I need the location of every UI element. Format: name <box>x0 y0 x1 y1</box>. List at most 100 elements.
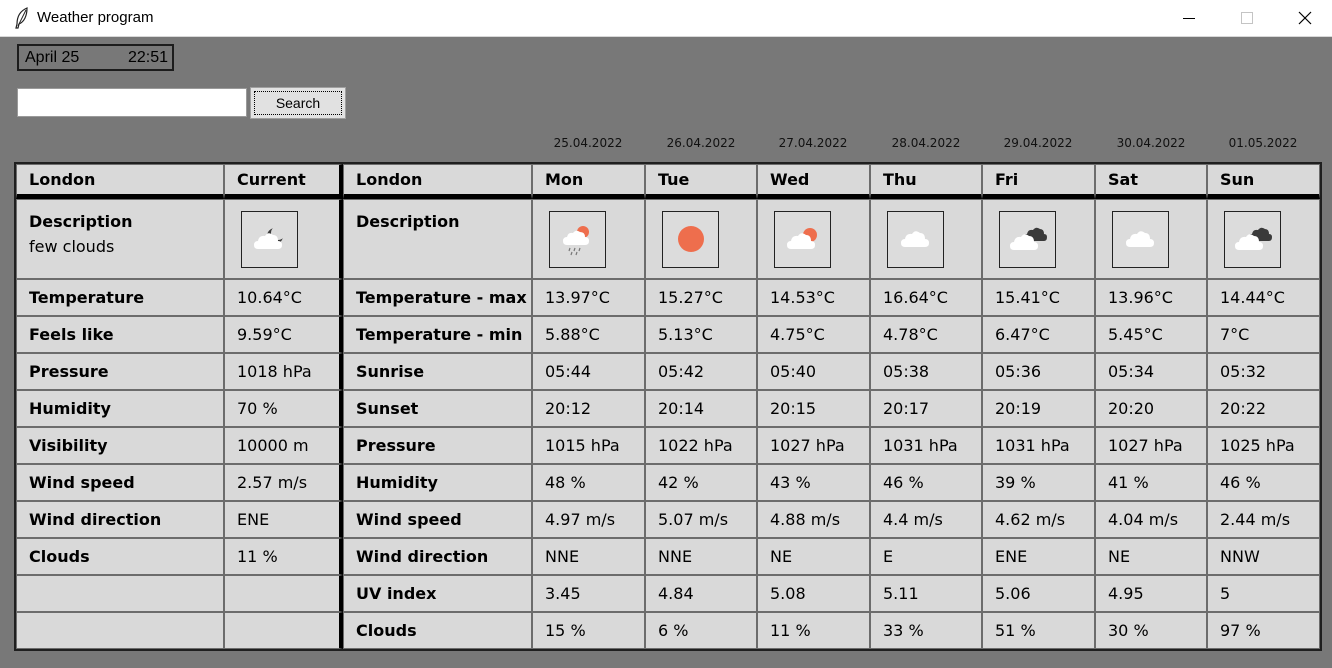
forecast-value: 4.75°C <box>757 316 870 353</box>
table-row: Visibility 10000 m Pressure 1015 hPa 1022 hP… <box>16 427 1320 464</box>
maximize-button[interactable] <box>1218 0 1276 36</box>
current-row-value: 1018 hPa <box>224 353 343 390</box>
current-row-label: Wind speed <box>16 464 224 501</box>
forecast-value: 15.41°C <box>982 279 1095 316</box>
title-bar: Weather program <box>0 0 1332 37</box>
minimize-button[interactable] <box>1160 0 1218 36</box>
forecast-row-label: Temperature - min <box>343 316 532 353</box>
forecast-value: 4.62 m/s <box>982 501 1095 538</box>
forecast-row-label: UV index <box>343 575 532 612</box>
day-header: Mon <box>532 164 645 199</box>
forecast-value: 15 % <box>532 612 645 649</box>
forecast-value: 4.95 <box>1095 575 1207 612</box>
current-row-value: 70 % <box>224 390 343 427</box>
current-row-value: 10000 m <box>224 427 343 464</box>
forecast-value: E <box>870 538 982 575</box>
day-header: Sat <box>1095 164 1207 199</box>
forecast-value: 20:19 <box>982 390 1095 427</box>
forecast-value: 5.11 <box>870 575 982 612</box>
current-column-header: Current <box>224 164 343 199</box>
table-row: Humidity 70 % Sunset 20:12 20:14 20:15 20:17 20… <box>16 390 1320 427</box>
table-row: Feels like 9.59°C Temperature - min 5.88°C 5… <box>16 316 1320 353</box>
forecast-date: 28.04.2022 <box>891 136 961 150</box>
icon-frame <box>662 210 719 268</box>
forecast-value: 1027 hPa <box>1095 427 1207 464</box>
forecast-value: 51 % <box>982 612 1095 649</box>
few-clouds-night-icon <box>253 226 285 249</box>
forecast-city: London <box>343 164 532 199</box>
icon-frame <box>549 210 606 268</box>
forecast-value: 20:14 <box>645 390 757 427</box>
forecast-value: 5.06 <box>982 575 1095 612</box>
forecast-value: 20:15 <box>757 390 870 427</box>
broken-clouds-icon <box>1009 227 1047 250</box>
current-row-value: 9.59°C <box>224 316 343 353</box>
forecast-value: 4.78°C <box>870 316 982 353</box>
forecast-value: 11 % <box>757 612 870 649</box>
weather-grid: London Current London Mon Tue Wed Thu Fr… <box>14 162 1322 651</box>
forecast-row-label: Humidity <box>343 464 532 501</box>
table-row: Pressure 1018 hPa Sunrise 05:44 05:42 05:40 05… <box>16 353 1320 390</box>
forecast-value: 20:17 <box>870 390 982 427</box>
forecast-value: 05:44 <box>532 353 645 390</box>
forecast-value: NE <box>1095 538 1207 575</box>
forecast-value: 15.27°C <box>645 279 757 316</box>
forecast-value: 13.96°C <box>1095 279 1207 316</box>
forecast-value: 05:38 <box>870 353 982 390</box>
forecast-value: 4.4 m/s <box>870 501 982 538</box>
table-row: Wind direction ENE Wind speed 4.97 m/s 5.07 … <box>16 501 1320 538</box>
forecast-date: 30.04.2022 <box>1116 136 1186 150</box>
forecast-value: NE <box>757 538 870 575</box>
feather-icon <box>15 7 28 29</box>
forecast-icon-cell <box>645 199 757 279</box>
search-button[interactable]: Search <box>250 87 346 119</box>
forecast-value: NNE <box>645 538 757 575</box>
forecast-row-label: Pressure <box>343 427 532 464</box>
weather-table: London Current London Mon Tue Wed Thu Fr… <box>14 162 1322 651</box>
table-row: Wind speed 2.57 m/s Humidity 48 % 42 % 43 % 46… <box>16 464 1320 501</box>
forecast-date: 01.05.2022 <box>1228 136 1298 150</box>
current-icon-cell <box>224 199 343 279</box>
empty-cell <box>16 575 224 612</box>
search-input[interactable] <box>17 88 247 117</box>
forecast-value: 1022 hPa <box>645 427 757 464</box>
forecast-value: 05:32 <box>1207 353 1320 390</box>
clear-sky-icon <box>677 226 704 252</box>
current-time: 22:51 <box>127 49 168 66</box>
forecast-icon-cell <box>1207 199 1320 279</box>
forecast-value: 05:36 <box>982 353 1095 390</box>
current-row-value: 11 % <box>224 538 343 575</box>
description-label: Description <box>29 212 133 231</box>
header-row: London Current London Mon Tue Wed Thu Fr… <box>16 164 1320 199</box>
forecast-value: 30 % <box>1095 612 1207 649</box>
forecast-value: 2.44 m/s <box>1207 501 1320 538</box>
close-button[interactable] <box>1276 0 1332 36</box>
forecast-value: 42 % <box>645 464 757 501</box>
forecast-value: 4.04 m/s <box>1095 501 1207 538</box>
icon-frame <box>887 210 944 268</box>
current-row-value: ENE <box>224 501 343 538</box>
forecast-value: 05:40 <box>757 353 870 390</box>
icon-frame <box>1112 210 1169 268</box>
current-row-label: Humidity <box>16 390 224 427</box>
forecast-value: 14.44°C <box>1207 279 1320 316</box>
empty-cell <box>224 612 343 649</box>
close-icon <box>1298 11 1312 25</box>
forecast-value: 20:22 <box>1207 390 1320 427</box>
forecast-value: 5.07 m/s <box>645 501 757 538</box>
forecast-value: 5.13°C <box>645 316 757 353</box>
day-header: Thu <box>870 164 982 199</box>
forecast-value: 20:20 <box>1095 390 1207 427</box>
table-row: Clouds 11 % Wind direction NNE NNE NE E ENE NE NN… <box>16 538 1320 575</box>
icon-frame <box>999 210 1056 268</box>
forecast-value: 43 % <box>757 464 870 501</box>
forecast-value: 1025 hPa <box>1207 427 1320 464</box>
forecast-value: 5 <box>1207 575 1320 612</box>
date-time-display: April 25 22:51 <box>17 44 174 71</box>
table-row: UV index 3.45 4.84 5.08 5.11 5.06 4.95 5 <box>16 575 1320 612</box>
current-row-label: Visibility <box>16 427 224 464</box>
forecast-value: NNW <box>1207 538 1320 575</box>
day-header: Fri <box>982 164 1095 199</box>
forecast-value: 1031 hPa <box>982 427 1095 464</box>
forecast-value: 16.64°C <box>870 279 982 316</box>
